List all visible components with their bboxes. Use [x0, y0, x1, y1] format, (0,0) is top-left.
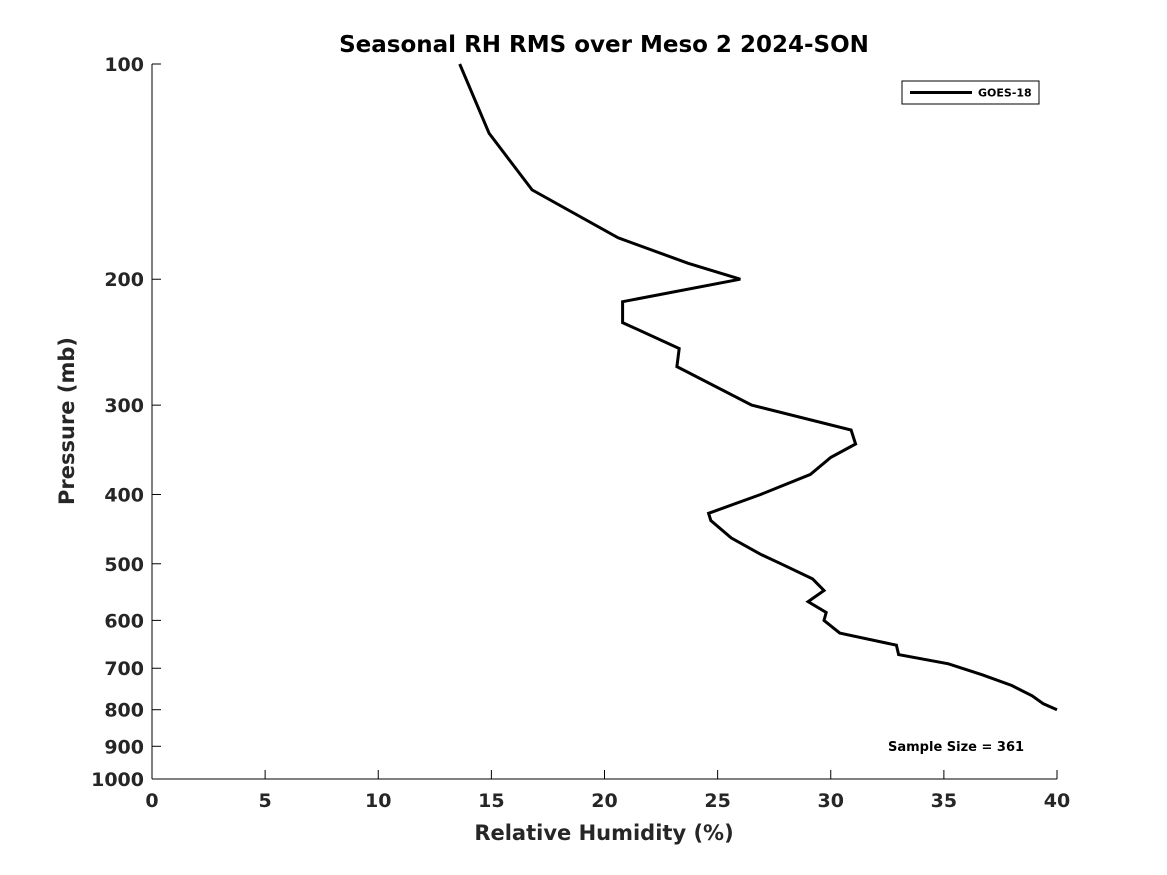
x-tick-label: 30 [818, 790, 844, 812]
y-tick-label: 200 [104, 269, 144, 291]
x-tick-label: 15 [478, 790, 504, 812]
y-tick-label: 900 [104, 736, 144, 758]
legend: GOES-18 [901, 80, 1040, 105]
legend-label-goes-18: GOES-18 [978, 87, 1032, 100]
series-layer [458, 63, 1058, 712]
y-tick-label: 500 [104, 554, 144, 576]
x-tick-label: 0 [145, 790, 158, 812]
x-axis-label: Relative Humidity (%) [474, 821, 733, 845]
x-tick-label: 5 [259, 790, 272, 812]
y-tick-label: 600 [104, 610, 144, 632]
chart-title: Seasonal RH RMS over Meso 2 2024-SON [339, 32, 869, 58]
x-tick-label: 35 [931, 790, 957, 812]
plot-area: 0 5 10 15 20 25 30 35 40 100 200 300 400 500 600 700 80… [91, 54, 1070, 812]
y-tick-label: 800 [104, 700, 144, 722]
x-tick-label: 40 [1044, 790, 1070, 812]
y-tick-label: 300 [104, 395, 144, 417]
y-ticks: 100 200 300 400 500 600 700 800 900 1000 [91, 54, 161, 791]
y-tick-label: 700 [104, 658, 144, 680]
sample-size-annotation: Sample Size = 361 [888, 740, 1024, 755]
y-tick-label: 400 [104, 484, 144, 506]
y-tick-label: 1000 [91, 769, 144, 791]
x-tick-label: 25 [704, 790, 730, 812]
y-axis-label: Pressure (mb) [55, 337, 79, 505]
x-tick-label: 20 [591, 790, 617, 812]
x-tick-label: 10 [365, 790, 391, 812]
series-line-goes-18 [458, 63, 1058, 712]
x-ticks: 0 5 10 15 20 25 30 35 40 [145, 770, 1070, 812]
y-tick-label: 100 [104, 54, 144, 76]
